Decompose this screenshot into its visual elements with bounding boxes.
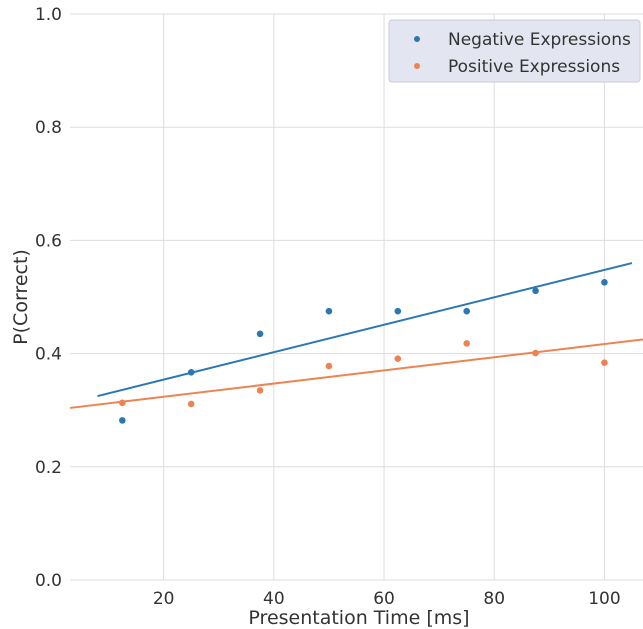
data-point-series-1: [187, 400, 195, 408]
legend-box: [388, 19, 641, 83]
x-tick-label: 60: [373, 589, 395, 609]
legend-label-negative: Negative Expressions: [448, 30, 631, 50]
data-point-series-1: [325, 362, 333, 370]
data-point-series-0: [601, 278, 608, 286]
y-tick-label: 0.0: [35, 571, 62, 591]
fit-line-series-0: [97, 262, 633, 398]
data-point-series-1: [394, 355, 402, 362]
tick-labels: 0.0 0.2 0.4 0.6 0.8 1.0 20 40 60 80 100: [35, 5, 621, 609]
y-tick-label: 0.8: [35, 118, 62, 138]
y-tick-label: 0.4: [35, 345, 62, 365]
data-point-series-1: [119, 399, 126, 407]
data-point-series-0: [394, 307, 402, 315]
data-point-series-0: [463, 307, 470, 315]
data-point-series-0: [256, 330, 264, 338]
x-tick-label: 100: [588, 589, 620, 609]
legend: Negative Expressions Positive Expression…: [388, 19, 641, 83]
legend-marker-positive: [414, 63, 420, 69]
x-axis-label: Presentation Time [ms]: [248, 607, 469, 629]
x-tick-label: 20: [153, 589, 175, 609]
fit-line-series-1: [69, 338, 643, 409]
data-point-series-0: [187, 368, 195, 376]
y-tick-label: 0.2: [35, 458, 62, 478]
y-tick-label: 1.0: [35, 5, 62, 25]
data-point-series-0: [119, 417, 126, 424]
y-tick-label: 0.6: [35, 231, 62, 251]
y-axis-label: P(Correct): [10, 249, 32, 345]
data-point-series-0: [532, 287, 539, 295]
data-point-series-1: [256, 387, 264, 394]
data-point-series-1: [463, 340, 470, 347]
x-tick-label: 80: [483, 589, 505, 609]
grid: [70, 13, 643, 581]
data-points: [119, 278, 608, 424]
data-point-series-1: [532, 349, 539, 357]
x-tick-label: 40: [263, 589, 285, 609]
fit-lines: [69, 262, 643, 409]
legend-marker-negative: [414, 36, 420, 42]
data-point-series-0: [325, 307, 333, 315]
legend-label-positive: Positive Expressions: [448, 57, 620, 77]
data-point-series-1: [601, 359, 608, 366]
